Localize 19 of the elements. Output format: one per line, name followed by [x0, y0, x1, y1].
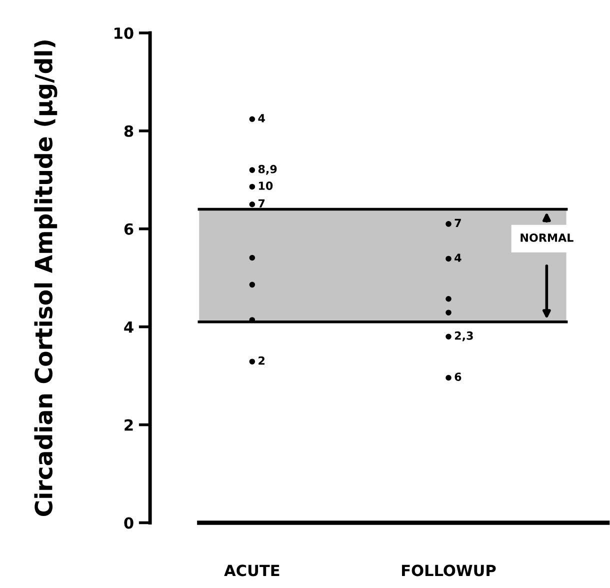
y-tick-label: 8	[124, 125, 134, 137]
annotation: 7	[454, 218, 461, 228]
y-tick-label: 4	[124, 321, 134, 333]
y-axis-title: Circadian Cortisol Amplitude (µg/dl)	[34, 40, 58, 516]
x-tick-label: ACUTE	[224, 564, 280, 576]
annotation: 4	[454, 254, 462, 262]
annotation: 8,9	[258, 164, 277, 175]
y-tick-label: 10	[114, 27, 134, 39]
annotation: 6	[454, 372, 462, 381]
annotation: 4	[258, 114, 265, 122]
y-tick-label: 0	[124, 517, 134, 529]
annotation: 10	[258, 182, 273, 190]
y-tick-label: 6	[124, 223, 134, 235]
y-tick-label: 2	[124, 419, 133, 431]
annotation: 7	[258, 199, 265, 208]
annotation: 2	[258, 356, 264, 365]
band-label: NORMAL	[520, 233, 574, 242]
x-tick-label: FOLLOWUP	[402, 564, 496, 576]
annotation: 2,3	[454, 331, 473, 342]
